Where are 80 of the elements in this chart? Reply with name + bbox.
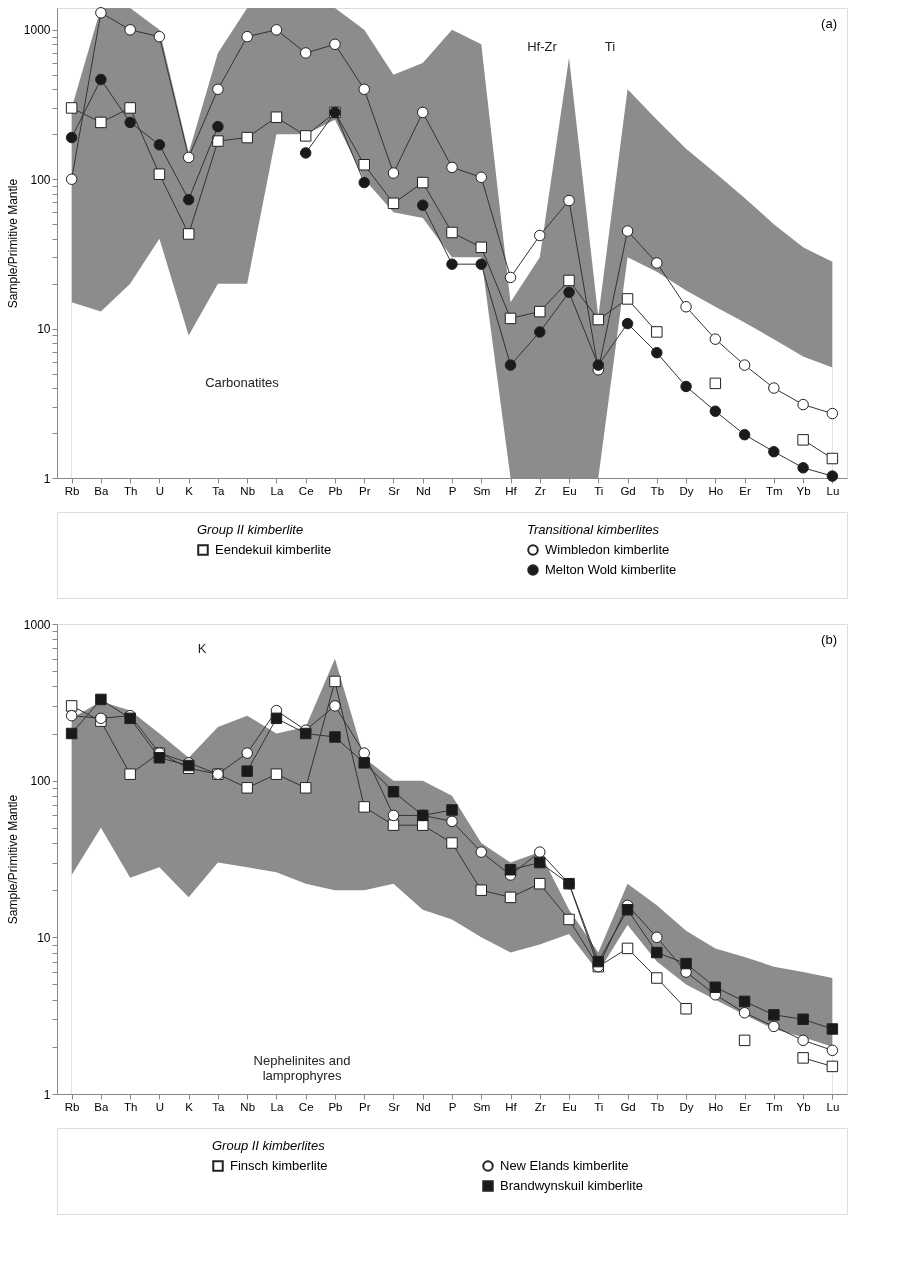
- x-tick-label: Pr: [358, 484, 371, 497]
- x-tick-label: Th: [123, 484, 138, 497]
- text: Group II kimberlites: [212, 1138, 326, 1153]
- x-tick-label: Zr: [534, 1100, 546, 1113]
- x-tick-label: Ti: [594, 1100, 604, 1113]
- text: Transitional kimberlites: [527, 522, 660, 537]
- legend-label: New Elands kimberlite: [500, 1158, 629, 1173]
- x-tick-label: Pb: [328, 484, 343, 497]
- annotation: Hf-Zr: [527, 39, 558, 54]
- y-axis-title: Sample/Primitive Mantle: [5, 794, 20, 925]
- x-tick-label: Nd: [415, 484, 431, 497]
- x-tick-label: Ho: [708, 1100, 724, 1113]
- text: (b): [821, 632, 837, 647]
- x-tick-label: K: [185, 484, 194, 497]
- x-tick-label: K: [185, 1100, 194, 1113]
- x-tick-label: Ba: [94, 484, 110, 497]
- annotation: K: [197, 641, 207, 656]
- y-tick-label: 100: [30, 172, 51, 187]
- x-tick-label: Dy: [679, 1100, 694, 1113]
- x-tick-label: Tm: [766, 1100, 783, 1113]
- annotation: Carbonatites: [205, 375, 280, 390]
- x-tick-label: Sr: [388, 1100, 400, 1113]
- x-tick-label: Pr: [358, 1100, 371, 1113]
- x-tick-label: Yb: [796, 1100, 811, 1113]
- y-axis-title: Sample/Primitive Mantle: [5, 178, 20, 309]
- x-tick-label: Rb: [64, 484, 80, 497]
- x-tick-label: Sm: [473, 1100, 491, 1113]
- x-tick-label: Gd: [620, 484, 636, 497]
- x-tick-label: Tm: [766, 484, 783, 497]
- x-tick-label: Nb: [240, 484, 256, 497]
- legend-label: Brandwynskuil kimberlite: [500, 1178, 644, 1193]
- x-tick-label: Lu: [826, 484, 840, 497]
- y-tick-label: 10: [37, 322, 51, 337]
- legend-label: Finsch kimberlite: [230, 1158, 328, 1173]
- legend-label: Eendekuil kimberlite: [215, 542, 332, 557]
- x-tick-label: Th: [123, 1100, 138, 1113]
- x-tick-label: U: [155, 484, 165, 497]
- x-tick-label: Nd: [415, 1100, 431, 1113]
- x-tick-label: Ce: [298, 484, 314, 497]
- x-tick-label: Zr: [534, 484, 546, 497]
- x-tick-label: Ba: [94, 1100, 110, 1113]
- text: Group II kimberlite: [197, 522, 304, 537]
- x-tick-label: U: [155, 1100, 165, 1113]
- x-tick-label: Ti: [594, 484, 604, 497]
- x-tick-label: Sr: [388, 484, 400, 497]
- x-tick-label: Hf: [505, 1100, 518, 1113]
- x-tick-label: La: [270, 1100, 284, 1113]
- x-tick-label: Nb: [240, 1100, 256, 1113]
- x-tick-label: Ce: [298, 1100, 314, 1113]
- x-tick-label: Ho: [708, 484, 724, 497]
- y-tick-label: 1: [43, 1087, 51, 1102]
- annotation: Nephelinites and lamprophyres: [253, 1053, 351, 1083]
- x-tick-label: Dy: [679, 484, 694, 497]
- x-tick-label: Er: [739, 484, 752, 497]
- x-tick-label: Pb: [328, 1100, 343, 1113]
- annotation: Ti: [604, 39, 616, 54]
- x-tick-label: Sm: [473, 484, 491, 497]
- x-tick-label: Er: [739, 1100, 752, 1113]
- x-tick-label: Tb: [650, 1100, 665, 1113]
- x-tick-label: Rb: [64, 1100, 80, 1113]
- x-tick-label: Eu: [562, 484, 577, 497]
- x-tick-label: Eu: [562, 1100, 577, 1113]
- x-tick-label: Tb: [650, 484, 665, 497]
- x-tick-label: Lu: [826, 1100, 840, 1113]
- x-tick-label: Gd: [620, 1100, 636, 1113]
- x-tick-label: La: [270, 484, 284, 497]
- y-tick-label: 100: [30, 774, 51, 789]
- y-tick-label: 1000: [23, 617, 51, 632]
- x-tick-label: Hf: [505, 484, 518, 497]
- x-tick-label: Ta: [212, 484, 226, 497]
- x-tick-label: P: [448, 484, 457, 497]
- legend-label: Wimbledon kimberlite: [545, 542, 670, 557]
- x-tick-label: P: [448, 1100, 457, 1113]
- y-tick-label: 1: [43, 471, 51, 486]
- y-tick-label: 1000: [23, 23, 51, 38]
- x-tick-label: Ta: [212, 1100, 226, 1113]
- text: (a): [821, 16, 837, 31]
- y-tick-label: 10: [37, 930, 51, 945]
- x-tick-label: Yb: [796, 484, 811, 497]
- legend-label: Melton Wold kimberlite: [545, 562, 677, 577]
